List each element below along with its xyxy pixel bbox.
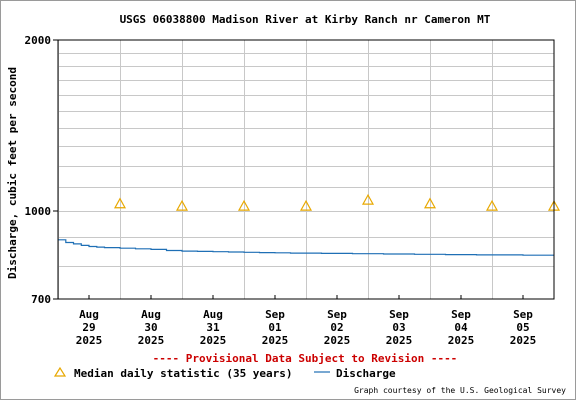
provisional-note: ---- Provisional Data Subject to Revisio…	[153, 352, 458, 365]
plot-area-border	[57, 39, 555, 300]
grid-lines	[58, 40, 554, 299]
x-tick-label: 03	[392, 321, 405, 334]
x-tick-label: 31	[206, 321, 220, 334]
x-tick-label: 2025	[76, 334, 103, 347]
x-tick-label: Sep	[389, 308, 409, 321]
median-triangle-marker	[485, 199, 499, 211]
x-tick-label: 05	[516, 321, 529, 334]
x-tick-label: Aug	[141, 308, 161, 321]
y-axis-ticks: 2000 1000 700	[25, 34, 58, 306]
x-tick-label: 2025	[448, 334, 475, 347]
y-tick-label: 1000	[25, 205, 52, 218]
x-axis-ticks: Aug292025Aug302025Aug312025Sep012025Sep0…	[76, 295, 537, 347]
legend-discharge-label: Discharge	[336, 367, 396, 380]
x-tick-label: Sep	[327, 308, 347, 321]
median-triangle-marker	[361, 193, 375, 205]
x-tick-label: 2025	[200, 334, 227, 347]
x-tick-label: 01	[268, 321, 282, 334]
x-tick-label: Sep	[451, 308, 471, 321]
median-triangle-marker	[237, 199, 251, 211]
chart-title: USGS 06038800 Madison River at Kirby Ran…	[120, 13, 491, 26]
x-tick-label: 04	[454, 321, 468, 334]
x-tick-label: 2025	[262, 334, 289, 347]
x-tick-label: Aug	[79, 308, 99, 321]
legend-median-triangle-icon	[53, 366, 67, 377]
x-tick-label: Sep	[265, 308, 285, 321]
graph-credit: Graph courtesy of the U.S. Geological Su…	[354, 386, 566, 395]
x-tick-label: 02	[330, 321, 343, 334]
x-tick-label: 2025	[386, 334, 413, 347]
y-axis-label: Discharge, cubic feet per second	[6, 67, 19, 279]
x-tick-label: 30	[144, 321, 157, 334]
legend-median-label: Median daily statistic (35 years)	[74, 367, 293, 380]
x-tick-label: Sep	[513, 308, 533, 321]
x-tick-label: Aug	[203, 308, 223, 321]
x-tick-label: 2025	[138, 334, 165, 347]
x-tick-label: 2025	[510, 334, 537, 347]
legend: Median daily statistic (35 years) Discha…	[53, 366, 396, 380]
y-tick-label: 2000	[25, 34, 52, 47]
series-layer	[58, 193, 561, 256]
median-triangle-marker	[423, 197, 437, 209]
median-triangle-marker	[175, 199, 189, 211]
x-tick-label: 29	[82, 321, 95, 334]
x-tick-label: 2025	[324, 334, 351, 347]
median-triangle-marker	[299, 199, 313, 211]
discharge-series-line	[58, 239, 554, 256]
median-triangle-marker	[113, 197, 127, 209]
y-tick-label: 700	[31, 293, 51, 306]
